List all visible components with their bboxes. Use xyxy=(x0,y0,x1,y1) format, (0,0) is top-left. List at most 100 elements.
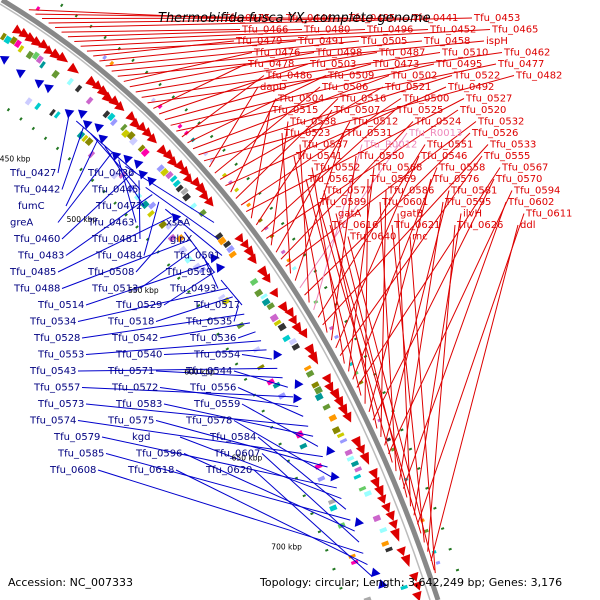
outer-feature-mark xyxy=(386,437,392,442)
forward-gene-arrow xyxy=(269,287,278,298)
reverse-gene-label: Tfu_0519 xyxy=(165,267,212,278)
scale-label: 550 kbp xyxy=(128,286,159,295)
forward-gene-label: Tfu_0538 xyxy=(289,117,336,128)
reverse-leader-line xyxy=(237,331,256,339)
forward-leader-line xyxy=(281,132,292,274)
forward-gene-arrow xyxy=(166,156,178,167)
reverse-gene-label: Tfu_0517 xyxy=(193,300,240,311)
function-block xyxy=(34,102,42,111)
function-block xyxy=(303,365,312,372)
forward-gene-arrow xyxy=(11,24,23,35)
forward-gene-label: Tfu_0458 xyxy=(423,36,470,47)
function-block xyxy=(180,187,189,196)
scale-tick xyxy=(417,467,421,471)
forward-leader-line xyxy=(255,109,333,226)
reverse-gene-label: greA xyxy=(10,218,33,229)
function-block xyxy=(313,386,323,395)
function-block xyxy=(110,118,118,127)
scale-tick xyxy=(55,146,60,151)
function-block xyxy=(156,164,165,173)
function-block xyxy=(344,448,353,457)
forward-gene-label: Tfu_0500 xyxy=(402,94,449,105)
function-block xyxy=(148,201,157,210)
forward-gene-label: Tfu_0473 xyxy=(372,59,419,70)
forward-gene-label: Tfu_0551 xyxy=(426,140,473,151)
scale-tick xyxy=(43,136,48,141)
forward-gene-arrow xyxy=(329,388,340,402)
reverse-gene-label: xseA xyxy=(166,218,190,229)
forward-gene-label: Tfu_0586 xyxy=(387,186,434,197)
forward-gene-label: Tfu_0521 xyxy=(384,82,431,93)
forward-leader-line xyxy=(170,63,435,126)
scale-tick xyxy=(339,586,343,590)
forward-leader-line xyxy=(372,178,495,421)
forward-gene-arrow xyxy=(182,173,193,184)
forward-gene-arrow xyxy=(156,144,168,157)
forward-gene-label: Tfu_R0012 xyxy=(363,140,417,151)
forward-gene-label: Tfu_0552 xyxy=(313,163,360,174)
scale-tick xyxy=(400,428,404,432)
forward-gene-arrow xyxy=(234,233,244,243)
reverse-gene-label: Tfu_0608 xyxy=(49,465,96,476)
forward-gene-arrow xyxy=(108,95,121,107)
scale-tick xyxy=(117,46,121,51)
outer-feature-mark xyxy=(109,60,115,66)
scale-tick xyxy=(225,347,230,351)
forward-gene-arrow xyxy=(136,121,147,133)
reverse-leader-line xyxy=(164,208,223,256)
reverse-gene-label: Tfu_0583 xyxy=(115,399,162,410)
function-block xyxy=(158,220,168,229)
forward-gene-label: Tfu_0435 xyxy=(348,13,395,24)
forward-gene-label: Tfu_0503 xyxy=(309,59,356,70)
outer-feature-mark xyxy=(209,158,215,164)
function-block xyxy=(121,129,130,139)
reverse-gene-label: Tfu_0584 xyxy=(209,432,256,443)
forward-leader-line xyxy=(430,224,519,562)
forward-leader-line xyxy=(214,86,321,174)
scale-tick xyxy=(209,134,214,139)
forward-gene-arrow xyxy=(333,395,344,409)
accession-text: Accession: NC_007333 xyxy=(8,576,133,589)
reverse-leader-line xyxy=(75,120,137,174)
forward-gene-label: ispH xyxy=(486,36,508,47)
forward-gene-label: Tfu_0621 xyxy=(393,220,440,231)
function-block xyxy=(363,490,373,497)
scale-tick xyxy=(103,35,107,40)
reverse-gene-label: Tfu_0578 xyxy=(185,416,232,427)
reverse-gene-label: Tfu_0540 xyxy=(115,350,162,361)
reverse-gene-label: Tfu_0483 xyxy=(17,251,64,262)
forward-leader-line xyxy=(192,75,390,150)
function-block xyxy=(165,222,174,230)
outer-feature-mark xyxy=(102,54,108,60)
function-block xyxy=(3,35,12,45)
function-block xyxy=(299,442,308,450)
reverse-gene-label: Tfu_0514 xyxy=(37,300,84,311)
forward-gene-label: Tfu_0524 xyxy=(414,117,461,128)
forward-leader-line xyxy=(129,52,315,88)
reverse-gene-label: Tfu_0518 xyxy=(107,317,154,328)
reverse-gene-label: Tfu_0556 xyxy=(189,383,236,394)
forward-gene-label: Tfu_0581 xyxy=(450,186,497,197)
function-block xyxy=(317,475,326,483)
reverse-leader-line xyxy=(175,469,368,566)
forward-gene-label: Tfu_0512 xyxy=(351,117,398,128)
forward-gene-label: Tfu_0576 xyxy=(432,174,479,185)
forward-leader-line xyxy=(61,29,241,33)
reverse-gene-label: Tfu_0463 xyxy=(87,218,134,229)
function-block xyxy=(223,240,232,249)
reverse-gene-arrow xyxy=(147,176,157,187)
function-block xyxy=(172,179,181,188)
scale-tick xyxy=(269,206,274,210)
forward-gene-arrow xyxy=(91,80,103,91)
reverse-leader-line xyxy=(77,420,323,458)
function-block xyxy=(266,302,275,311)
forward-leader-line xyxy=(55,17,473,29)
forward-gene-arrow xyxy=(284,307,294,318)
function-block xyxy=(118,171,126,179)
forward-gene-label: Tfu_0465 xyxy=(491,25,538,36)
reverse-gene-arrow xyxy=(378,579,388,589)
forward-leader-line xyxy=(219,86,384,180)
reverse-gene-label: Tfu_0484 xyxy=(95,251,142,262)
reverse-leader-line xyxy=(220,279,243,306)
forward-gene-label: Tfu_0479 xyxy=(235,36,282,47)
